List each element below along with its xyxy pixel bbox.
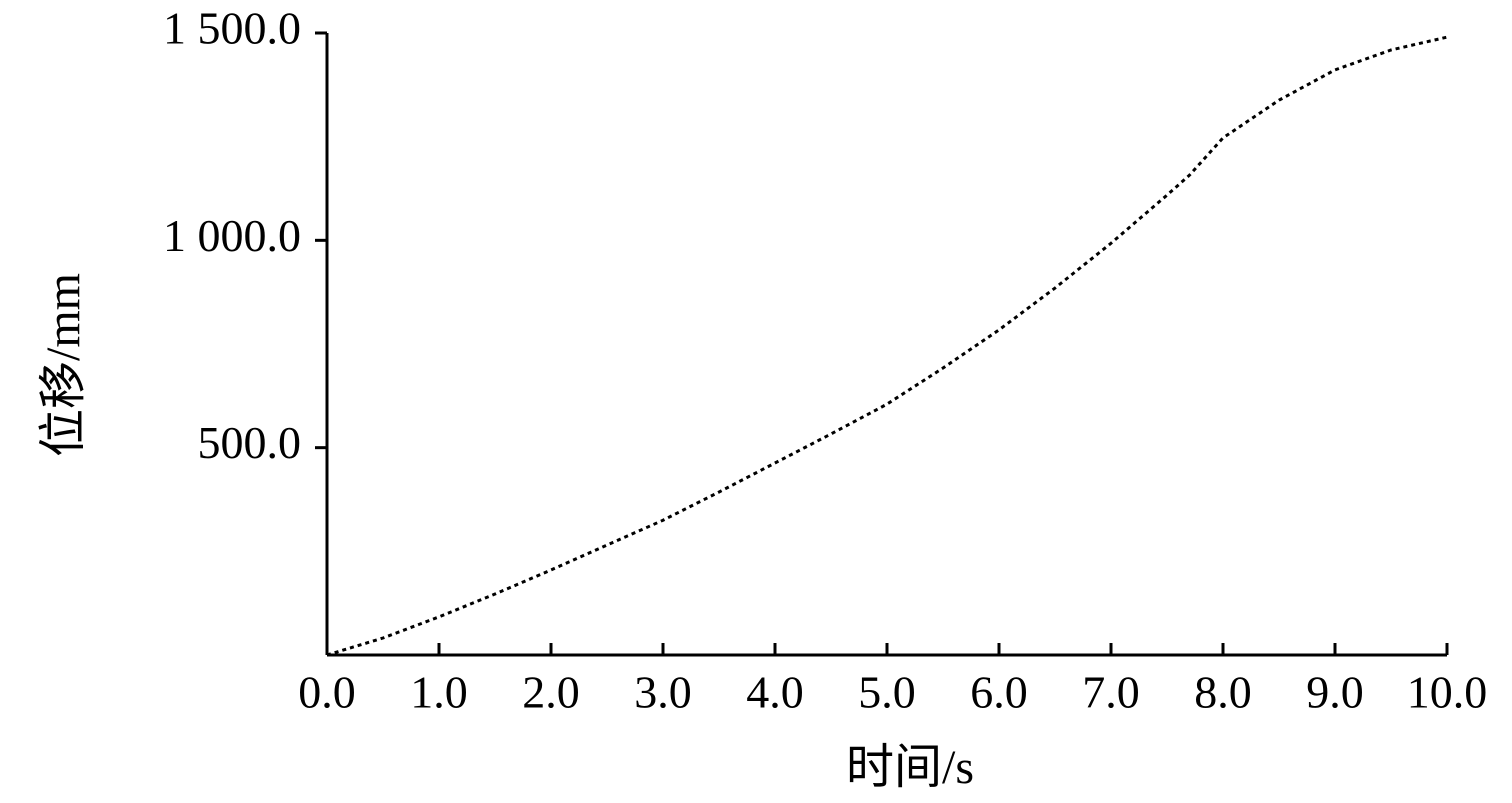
x-tick-label: 7.0 xyxy=(1082,667,1140,718)
y-tick-label: 1 500.0 xyxy=(163,3,301,54)
x-tick-label: 0.0 xyxy=(298,667,356,718)
y-axis-title: 位移/mm xyxy=(37,273,90,457)
x-tick-label: 5.0 xyxy=(858,667,916,718)
data-line xyxy=(326,35,1448,657)
y-tick-label: 500.0 xyxy=(198,417,302,468)
x-tick-label: 2.0 xyxy=(522,667,580,718)
x-axis-title: 时间/s xyxy=(846,741,974,794)
x-tick-label: 4.0 xyxy=(746,667,804,718)
x-tick-label: 8.0 xyxy=(1194,667,1252,718)
x-tick-label: 3.0 xyxy=(634,667,692,718)
x-tick-label: 6.0 xyxy=(970,667,1028,718)
x-tick-label: 1.0 xyxy=(410,667,468,718)
x-tick-label: 9.0 xyxy=(1306,667,1364,718)
y-tick-label: 1 000.0 xyxy=(163,210,301,261)
x-tick-label: 10.0 xyxy=(1407,667,1488,718)
